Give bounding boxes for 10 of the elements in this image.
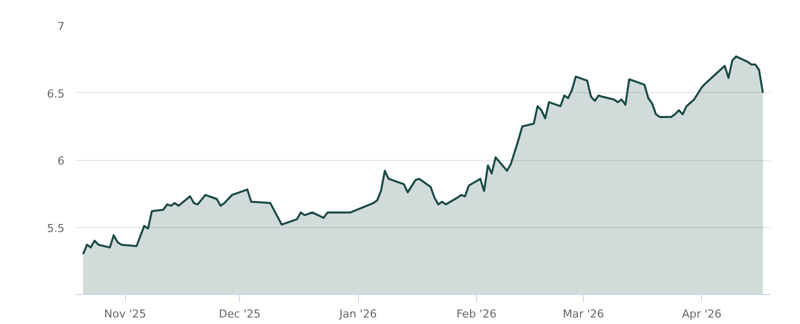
y-tick-label: 6 [58,154,64,168]
x-tick-label: Nov '25 [104,308,146,320]
x-tick-label: Apr '26 [682,308,722,320]
y-tick-label: 5.5 [47,222,65,235]
y-tick-label: 6.5 [47,87,65,100]
x-tick-label: Jan '26 [338,308,377,320]
x-tick-label: Mar '26 [562,308,604,320]
y-tick-label: 7 [58,20,64,33]
x-tick-label: Dec '25 [218,308,261,320]
x-tick-label: Feb '26 [456,308,496,320]
